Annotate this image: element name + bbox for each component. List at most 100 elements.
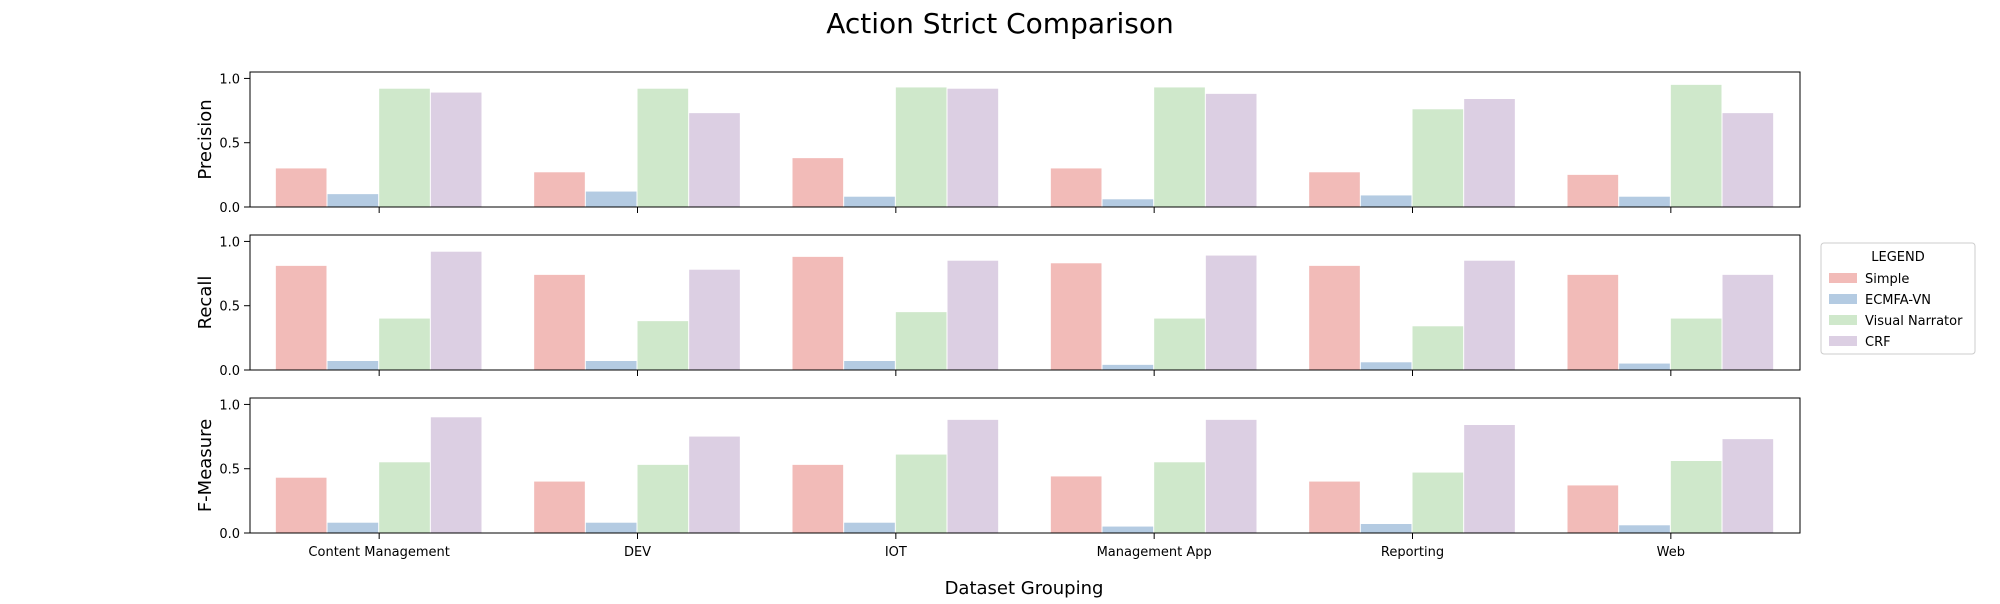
bar-recall-content-management-visual-narrator bbox=[379, 318, 430, 370]
bar-recall-dev-crf bbox=[689, 269, 740, 370]
legend-swatch-crf bbox=[1829, 336, 1857, 346]
bar-recall-web-visual-narrator bbox=[1670, 318, 1722, 370]
bar-f-measure-dev-simple bbox=[534, 481, 585, 533]
bar-f-measure-content-management-crf bbox=[430, 417, 482, 533]
legend-label-visual-narrator: Visual Narrator bbox=[1865, 314, 1963, 329]
bar-recall-dev-visual-narrator bbox=[637, 321, 689, 370]
bar-recall-web-crf bbox=[1722, 274, 1774, 370]
panel-frame-recall bbox=[249, 234, 1801, 371]
bar-precision-content-management-ecmfa-vn bbox=[327, 194, 379, 207]
bar-f-measure-iot-simple bbox=[792, 464, 844, 533]
y-tick-label-recall-2: 1.0 bbox=[219, 235, 240, 250]
bar-f-measure-web-ecmfa-vn bbox=[1619, 525, 1670, 533]
bar-f-measure-iot-visual-narrator bbox=[895, 454, 947, 533]
x-tick-label-management-app: Management App bbox=[1097, 545, 1212, 560]
legend-title: LEGEND bbox=[1871, 250, 1924, 265]
x-axis-title: Dataset Grouping bbox=[945, 578, 1104, 599]
bar-precision-web-visual-narrator bbox=[1670, 84, 1722, 207]
bar-precision-reporting-crf bbox=[1464, 99, 1515, 207]
bar-f-measure-web-crf bbox=[1722, 439, 1774, 533]
legend: LEGEND Simple ECMFA-VN Visual Narrator CRF bbox=[1820, 242, 1976, 355]
bar-precision-dev-simple bbox=[534, 172, 585, 207]
bar-recall-dev-ecmfa-vn bbox=[585, 361, 637, 370]
x-tick-label-web: Web bbox=[1657, 545, 1685, 560]
bar-recall-management-app-ecmfa-vn bbox=[1102, 364, 1154, 370]
bar-f-measure-management-app-simple bbox=[1050, 476, 1102, 533]
bar-precision-management-app-visual-narrator bbox=[1154, 87, 1205, 207]
legend-swatch-visual-narrator bbox=[1829, 315, 1857, 325]
panel-recall: 0.0 0.5 1.0 Recall bbox=[195, 234, 1801, 379]
y-tick-label-f-measure-0: 0.0 bbox=[219, 527, 240, 542]
bar-recall-iot-ecmfa-vn bbox=[844, 361, 895, 370]
bar-f-measure-iot-ecmfa-vn bbox=[844, 522, 895, 533]
y-axis-title-precision: Precision bbox=[195, 99, 216, 179]
bar-precision-content-management-visual-narrator bbox=[379, 88, 430, 207]
bar-precision-management-app-crf bbox=[1205, 93, 1257, 207]
panel-frame-f-measure bbox=[249, 397, 1801, 534]
bar-f-measure-reporting-ecmfa-vn bbox=[1360, 524, 1412, 533]
bar-f-measure-reporting-crf bbox=[1464, 425, 1515, 533]
bar-precision-dev-visual-narrator bbox=[637, 88, 689, 207]
legend-swatch-ecmfa-vn bbox=[1829, 294, 1857, 304]
bar-precision-web-ecmfa-vn bbox=[1619, 196, 1670, 207]
bar-recall-content-management-ecmfa-vn bbox=[327, 361, 379, 370]
panel-frame-precision bbox=[249, 71, 1801, 208]
bar-f-measure-content-management-simple bbox=[275, 477, 327, 533]
x-tick-label-content-management: Content Management bbox=[308, 545, 449, 560]
y-tick-label-precision-1: 0.5 bbox=[219, 137, 240, 152]
y-tick-label-f-measure-2: 1.0 bbox=[219, 398, 240, 413]
bar-precision-dev-ecmfa-vn bbox=[585, 191, 637, 207]
bar-precision-reporting-visual-narrator bbox=[1412, 109, 1464, 207]
y-tick-label-recall-1: 0.5 bbox=[219, 300, 240, 315]
legend-box bbox=[1820, 242, 1976, 355]
bar-recall-iot-crf bbox=[947, 260, 999, 370]
bar-precision-iot-ecmfa-vn bbox=[844, 196, 895, 207]
panels: 0.00.51.0Precision0.00.51.0Recall0.00.51… bbox=[195, 71, 1801, 560]
bar-recall-web-ecmfa-vn bbox=[1619, 363, 1670, 370]
y-tick-label-f-measure-1: 0.5 bbox=[219, 463, 240, 478]
bar-recall-reporting-visual-narrator bbox=[1412, 326, 1464, 370]
bar-f-measure-web-visual-narrator bbox=[1670, 461, 1722, 533]
bar-f-measure-web-simple bbox=[1567, 485, 1619, 533]
bar-precision-iot-crf bbox=[947, 88, 999, 207]
legend-label-simple: Simple bbox=[1865, 272, 1909, 287]
bar-recall-dev-simple bbox=[534, 274, 585, 370]
bar-f-measure-dev-ecmfa-vn bbox=[585, 522, 637, 533]
bar-recall-content-management-crf bbox=[430, 251, 482, 370]
bar-recall-web-simple bbox=[1567, 274, 1619, 370]
legend-label-ecmfa-vn: ECMFA-VN bbox=[1865, 293, 1931, 308]
bar-f-measure-management-app-visual-narrator bbox=[1154, 462, 1205, 533]
bar-recall-management-app-visual-narrator bbox=[1154, 318, 1205, 370]
bar-f-measure-management-app-ecmfa-vn bbox=[1102, 526, 1154, 533]
panel-f-measure: 0.0 0.5 1.0F-Measure bbox=[195, 397, 1801, 542]
bar-f-measure-management-app-crf bbox=[1205, 419, 1257, 533]
x-tick-label-iot: IOT bbox=[885, 545, 907, 560]
bar-f-measure-iot-crf bbox=[947, 419, 999, 533]
bar-recall-reporting-simple bbox=[1309, 265, 1360, 370]
bar-recall-content-management-simple bbox=[275, 265, 327, 370]
bar-recall-reporting-ecmfa-vn bbox=[1360, 362, 1412, 370]
bar-recall-management-app-simple bbox=[1050, 263, 1102, 370]
bar-precision-reporting-simple bbox=[1309, 172, 1360, 207]
bar-precision-management-app-simple bbox=[1050, 168, 1102, 207]
bar-recall-iot-visual-narrator bbox=[895, 312, 947, 370]
bar-precision-iot-simple bbox=[792, 158, 844, 207]
y-axis-title-f-measure: F-Measure bbox=[195, 419, 216, 512]
chart-title: Action Strict Comparison bbox=[826, 7, 1174, 40]
y-tick-label-recall-0: 0.0 bbox=[219, 364, 240, 379]
x-tick-label-reporting: Reporting bbox=[1381, 545, 1444, 560]
bar-recall-reporting-crf bbox=[1464, 260, 1515, 370]
bar-precision-reporting-ecmfa-vn bbox=[1360, 195, 1412, 207]
bar-f-measure-reporting-simple bbox=[1309, 481, 1360, 533]
bar-f-measure-dev-crf bbox=[689, 436, 740, 533]
legend-swatch-simple bbox=[1829, 273, 1857, 283]
bar-f-measure-content-management-ecmfa-vn bbox=[327, 522, 379, 533]
x-tick-label-dev: DEV bbox=[624, 545, 651, 560]
bar-f-measure-reporting-visual-narrator bbox=[1412, 472, 1464, 533]
bar-precision-management-app-ecmfa-vn bbox=[1102, 199, 1154, 207]
bar-precision-content-management-crf bbox=[430, 92, 482, 207]
y-axis-title-recall: Recall bbox=[195, 276, 216, 330]
